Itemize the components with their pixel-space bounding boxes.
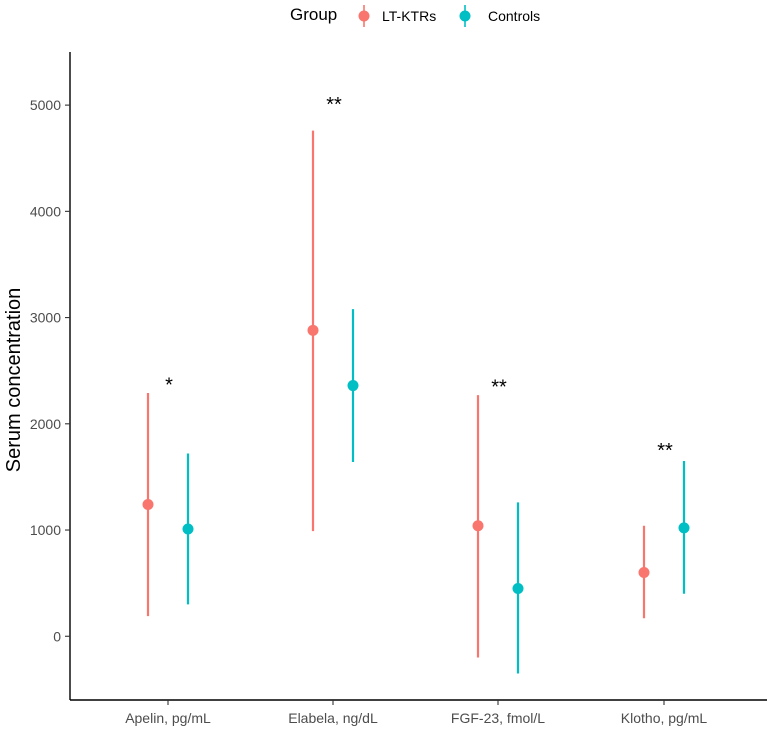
mean-point	[472, 520, 484, 532]
x-tick-label: FGF-23, fmol/L	[451, 710, 545, 726]
y-tick-label: 1000	[30, 522, 61, 538]
y-axis: 0 1000 2000 3000 4000 5000	[30, 52, 71, 700]
legend: Group LT-KTRs Controls	[290, 5, 540, 27]
significance-annotation: **	[326, 94, 342, 116]
mean-point	[512, 582, 524, 594]
x-axis: Apelin, pg/mL Elabela, ng/dL FGF-23, fmol/…	[70, 699, 767, 726]
y-axis-title: Serum concentration	[3, 288, 25, 473]
x-tick-label: Apelin, pg/mL	[125, 710, 211, 726]
significance-annotation: **	[657, 440, 673, 462]
y-tick-label: 3000	[30, 310, 61, 326]
y-tick-label: 5000	[30, 97, 61, 113]
legend-label: Controls	[488, 8, 540, 24]
x-tick-label: Elabela, ng/dL	[288, 710, 378, 726]
annotations: *******	[165, 94, 673, 462]
mean-point	[307, 324, 319, 336]
y-tick-label: 2000	[30, 416, 61, 432]
legend-key-point	[459, 10, 471, 22]
x-tick-label: Klotho, pg/mL	[621, 710, 708, 726]
legend-label: LT-KTRs	[382, 8, 436, 24]
legend-title: Group	[290, 5, 337, 24]
data-marks	[142, 130, 690, 674]
mean-point	[142, 499, 154, 511]
legend-key-point	[358, 10, 370, 22]
significance-annotation: *	[165, 374, 173, 396]
y-tick-label: 0	[53, 628, 61, 644]
mean-point	[182, 523, 194, 535]
y-tick-label: 4000	[30, 203, 61, 219]
plot-area: 0 1000 2000 3000 4000 5000 Apelin, pg/mL Elabe…	[30, 52, 767, 726]
legend-items: LT-KTRs Controls	[358, 5, 540, 27]
mean-point	[678, 522, 690, 534]
significance-annotation: **	[491, 376, 507, 398]
mean-point	[347, 380, 359, 392]
mean-point	[638, 567, 650, 579]
